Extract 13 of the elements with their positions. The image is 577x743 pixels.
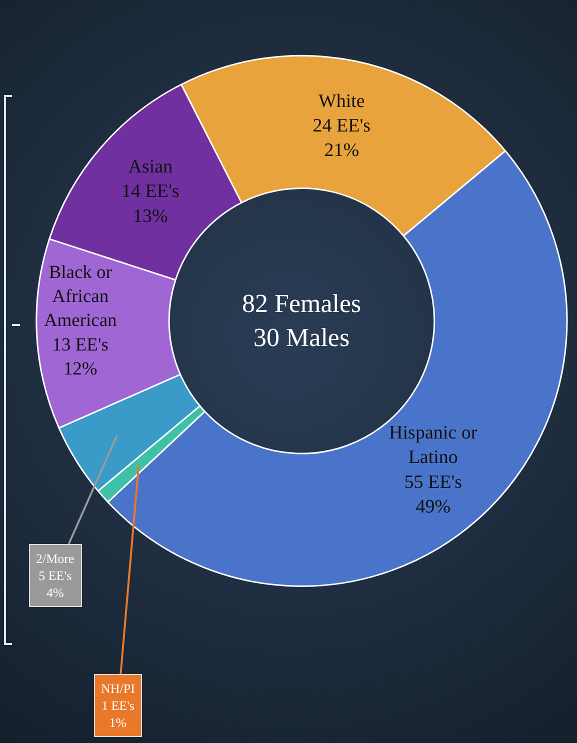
data-label: 55 EE's 49% — [404, 472, 462, 518]
slice-label: Hispanic or Latino — [389, 422, 478, 468]
data-label: 24 EE's 21% — [312, 115, 371, 162]
slice-label: White — [318, 90, 365, 112]
data-label: 13 EE's 12% — [52, 334, 108, 378]
slice-label: Black or African American — [44, 262, 117, 330]
text: 82 Females 30 Males — [242, 289, 362, 352]
slice-label: Asian — [128, 156, 174, 178]
data-label: 1 EE's 1% — [101, 698, 134, 730]
slice-label: NH/PI — [101, 681, 135, 696]
slice-label: 2/More — [36, 551, 74, 566]
data-label: 14 EE's 13% — [122, 181, 180, 227]
data-label: 5 EE's 4% — [38, 568, 72, 600]
